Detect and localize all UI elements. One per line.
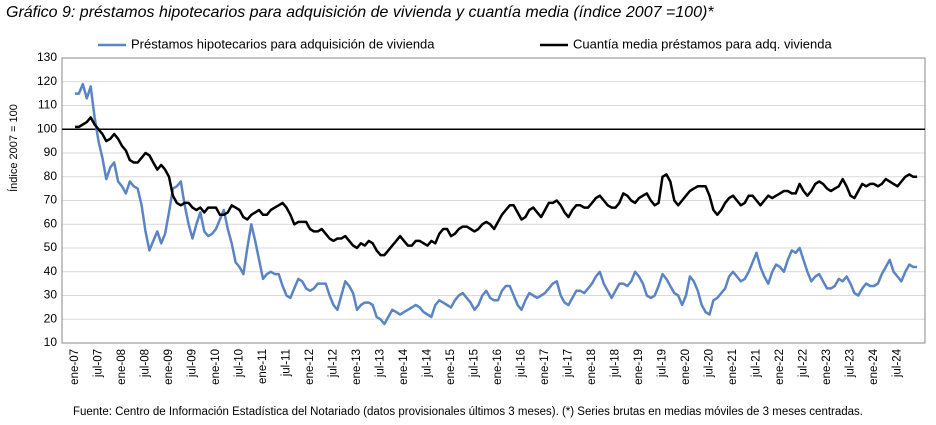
- x-tick-label: jul-22: [798, 349, 810, 378]
- x-tick-label: ene-23: [821, 349, 833, 385]
- x-tick-label: ene-22: [774, 349, 786, 385]
- x-tick-label: jul-19: [657, 349, 669, 378]
- y-tick-label: 30: [44, 288, 58, 302]
- y-tick-label: 80: [44, 169, 58, 183]
- x-tick-label: ene-15: [445, 349, 457, 385]
- x-tick-label: jul-07: [93, 349, 105, 378]
- y-tick-label: 50: [44, 240, 58, 254]
- x-tick-label: ene-18: [586, 349, 598, 385]
- x-tick-label: jul-08: [140, 349, 152, 378]
- x-tick-label: jul-17: [563, 349, 575, 378]
- y-tick-label: 110: [38, 98, 57, 112]
- y-tick-label: 10: [44, 335, 58, 349]
- plot-frame: [61, 57, 926, 344]
- x-tick-label: jul-23: [845, 349, 857, 378]
- x-tick-label: ene-19: [633, 349, 645, 385]
- x-tick-label: jul-20: [704, 349, 716, 378]
- x-tick-label: ene-13: [351, 349, 363, 385]
- x-tick-label: ene-24: [868, 348, 880, 384]
- x-tick-label: jul-21: [751, 349, 763, 378]
- x-tick-label: ene-10: [210, 349, 222, 385]
- x-tick-label: ene-07: [69, 349, 81, 385]
- y-tick-label: 130: [37, 50, 57, 64]
- x-tick-label: jul-24: [892, 348, 904, 378]
- legend-label: Préstamos hipotecarios para adquisición …: [131, 36, 435, 51]
- y-tick-label: 90: [44, 145, 58, 159]
- x-tick-label: ene-08: [116, 349, 128, 385]
- source-note: Fuente: Centro de Información Estadístic…: [73, 406, 863, 418]
- x-tick-label: ene-17: [539, 349, 551, 385]
- x-tick-label: ene-21: [727, 349, 739, 385]
- x-tick-label: jul-16: [516, 349, 528, 378]
- x-tick-label: jul-15: [469, 349, 481, 378]
- x-tick-label: jul-11: [281, 349, 293, 377]
- x-tick-label: jul-18: [610, 349, 622, 378]
- x-tick-label: ene-11: [257, 349, 269, 384]
- y-tick-label: 40: [44, 264, 58, 278]
- x-tick-label: jul-14: [422, 348, 434, 378]
- chart-title: Gráfico 9: préstamos hipotecarios para a…: [6, 4, 714, 21]
- y-axis-label: Índice 2007 = 100: [7, 104, 20, 192]
- legend-label: Cuantía media préstamos para adq. vivien…: [573, 36, 832, 51]
- x-tick-label: ene-14: [398, 348, 410, 384]
- x-tick-label: ene-20: [680, 349, 692, 385]
- x-tick-label: jul-12: [328, 349, 340, 378]
- y-tick-label: 70: [44, 193, 58, 207]
- y-tick-label: 120: [37, 74, 57, 88]
- x-tick-label: ene-16: [492, 349, 504, 385]
- series-line: [75, 116, 918, 257]
- series-line: [75, 82, 918, 326]
- x-tick-label: ene-12: [304, 349, 316, 385]
- y-tick-label: 20: [44, 311, 58, 325]
- x-tick-label: jul-09: [187, 349, 199, 378]
- x-tick-label: jul-10: [234, 349, 246, 378]
- y-tick-label: 60: [44, 216, 58, 230]
- y-tick-label: 100: [37, 121, 57, 135]
- x-tick-label: jul-13: [375, 349, 387, 378]
- x-tick-label: ene-09: [163, 349, 175, 385]
